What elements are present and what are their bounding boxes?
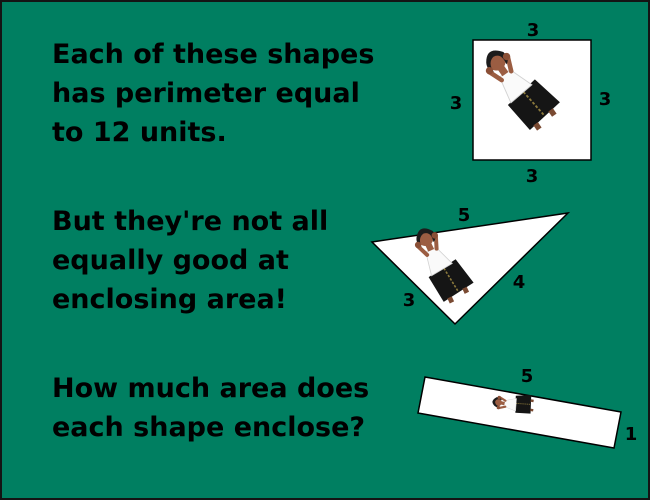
question-text: How much area does each shape enclose? — [52, 373, 370, 443]
rectangle-top-label: 5 — [521, 366, 534, 387]
square-top-label: 3 — [527, 20, 540, 41]
triangle-top-label: 5 — [458, 205, 471, 226]
square-left-label: 3 — [450, 93, 463, 114]
intro-text: Each of these shapes has perimeter equal… — [52, 39, 375, 148]
rectangle-right-label: 1 — [625, 424, 638, 445]
triangle-shape — [370, 211, 571, 326]
square-bottom-label: 3 — [526, 166, 539, 187]
square-right-label: 3 — [599, 89, 612, 110]
triangle-left-label: 3 — [403, 290, 416, 311]
comparison-text: But they're not all equally good at encl… — [52, 206, 329, 315]
triangle-right-label: 4 — [513, 272, 526, 293]
